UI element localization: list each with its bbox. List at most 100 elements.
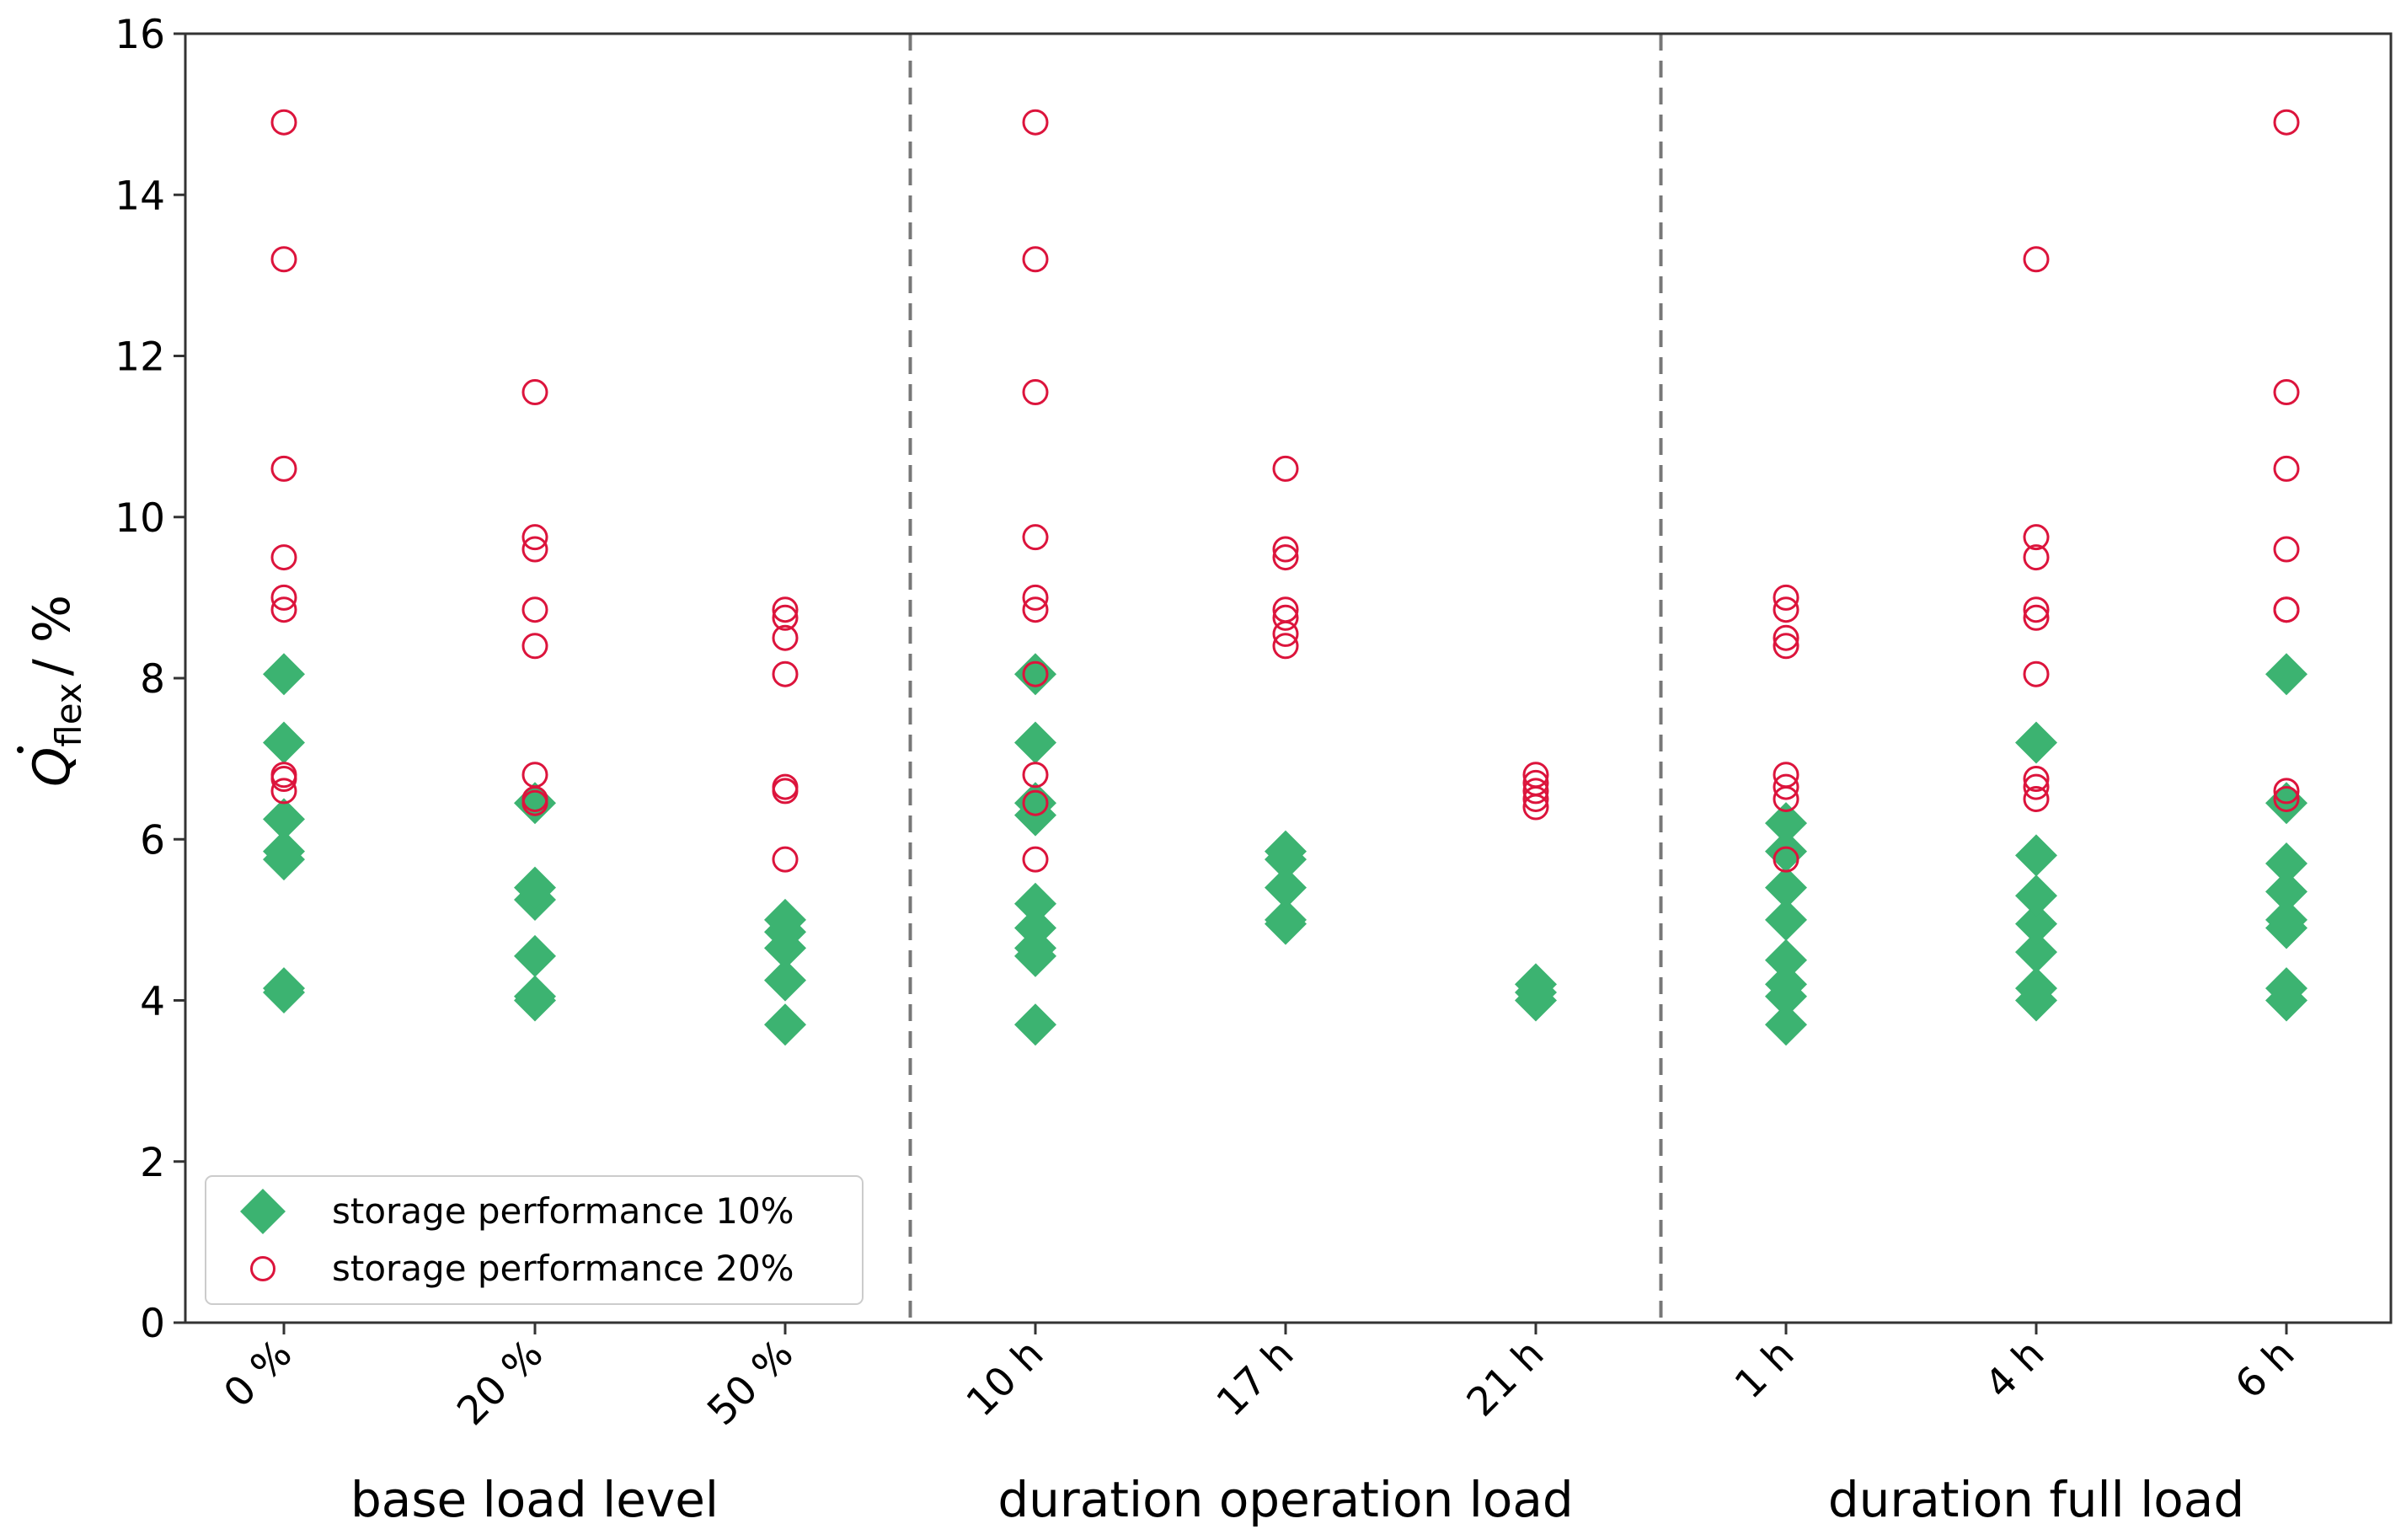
group-label: duration full load [1828, 1471, 2244, 1528]
point-storage-10 [1014, 906, 1056, 949]
legend-label-20: storage performance 20% [332, 1248, 794, 1289]
point-storage-20 [1773, 584, 1799, 611]
x-tick-label: 0 % [215, 1331, 301, 1417]
point-storage-20 [772, 660, 799, 687]
point-storage-10 [514, 866, 556, 909]
y-axis-title-suffix: / % [23, 595, 82, 676]
point-storage-20 [2023, 660, 2050, 687]
point-storage-10 [1765, 866, 1807, 909]
point-storage-20 [1022, 584, 1049, 611]
point-storage-20 [1022, 660, 1049, 687]
point-storage-20 [270, 584, 297, 611]
x-tick-label: 50 % [698, 1331, 802, 1435]
point-storage-20 [270, 455, 297, 482]
point-storage-10 [2265, 898, 2307, 941]
x-tick-label: 6 h [2227, 1331, 2304, 1409]
point-storage-10 [2015, 967, 2057, 1010]
point-storage-10 [263, 653, 305, 696]
point-storage-10 [2265, 967, 2307, 1010]
point-storage-20 [2023, 766, 2050, 793]
point-storage-20 [772, 624, 799, 651]
point-storage-10 [1265, 898, 1307, 941]
x-tick-label: 10 h [958, 1331, 1053, 1426]
x-tick-label: 17 h [1208, 1331, 1303, 1426]
point-storage-20 [1773, 596, 1799, 623]
point-storage-20 [1022, 596, 1049, 623]
point-storage-20 [521, 524, 548, 551]
y-tick-label: 12 [115, 334, 165, 381]
y-tick-label: 14 [115, 173, 165, 219]
point-storage-10 [2015, 874, 2057, 917]
point-storage-10 [2265, 870, 2307, 913]
point-storage-20 [772, 773, 799, 800]
y-tick-label: 6 [140, 817, 165, 864]
y-tick-label: 16 [115, 12, 165, 58]
point-storage-10 [263, 830, 305, 873]
point-storage-20 [521, 633, 548, 660]
point-storage-20 [772, 596, 799, 623]
point-storage-20 [270, 109, 297, 136]
point-storage-20 [1522, 769, 1549, 796]
point-storage-20 [270, 596, 297, 623]
point-storage-10 [514, 934, 556, 977]
point-storage-10 [2265, 653, 2307, 696]
legend-frame [205, 1175, 864, 1305]
point-storage-20 [521, 536, 548, 563]
point-storage-10 [514, 975, 556, 1018]
x-tick-label: 20 % [448, 1331, 552, 1435]
point-storage-20 [1022, 762, 1049, 789]
y-axis-title-main: Q [23, 747, 82, 787]
point-storage-10 [1265, 830, 1307, 873]
point-storage-20 [2273, 109, 2300, 136]
point-storage-20 [1522, 778, 1549, 805]
point-storage-10 [263, 967, 305, 1010]
point-storage-10 [1265, 866, 1307, 909]
point-storage-10 [1014, 882, 1056, 925]
point-storage-20 [1773, 624, 1799, 651]
point-storage-20 [2273, 778, 2300, 805]
legend-label-10: storage performance 10% [332, 1190, 794, 1232]
point-storage-20 [521, 762, 548, 789]
point-storage-20 [1022, 109, 1049, 136]
point-storage-20 [521, 379, 548, 406]
y-axis: 0 2 4 6 8 10 12 14 16 [115, 12, 185, 1347]
point-storage-20 [2273, 536, 2300, 563]
point-storage-20 [1272, 455, 1299, 482]
point-storage-20 [1773, 773, 1799, 800]
x-tick-label: 21 h [1458, 1331, 1553, 1426]
y-axis-title: Qflex / % [17, 595, 89, 787]
point-storage-20 [2023, 524, 2050, 551]
group-label: duration operation load [997, 1471, 1573, 1528]
point-storage-10 [1515, 963, 1557, 1006]
point-storage-20 [1022, 789, 1049, 816]
point-storage-10 [1765, 963, 1807, 1006]
legend: storage performance 10% storage performa… [205, 1175, 864, 1305]
point-storage-20 [1022, 846, 1049, 873]
point-storage-20 [270, 778, 297, 805]
point-storage-20 [1773, 762, 1799, 789]
point-storage-10 [1014, 1003, 1056, 1046]
point-storage-20 [1522, 762, 1549, 789]
point-storage-10 [2015, 902, 2057, 945]
point-storage-20 [1272, 544, 1299, 571]
point-storage-20 [2023, 596, 2050, 623]
point-storage-20 [1773, 846, 1799, 873]
point-storage-20 [270, 762, 297, 789]
point-storage-20 [2273, 379, 2300, 406]
point-storage-20 [1272, 536, 1299, 563]
x-tick-label: 4 h [1976, 1331, 2054, 1409]
point-storage-20 [2273, 596, 2300, 623]
point-storage-20 [1272, 596, 1299, 623]
point-storage-20 [2273, 455, 2300, 482]
y-tick-label: 0 [140, 1301, 165, 1347]
y-tick-label: 4 [140, 979, 165, 1025]
y-axis-title-dot [17, 746, 24, 753]
legend-marker-10 [240, 1189, 286, 1234]
point-storage-10 [764, 1003, 806, 1046]
point-storage-10 [2015, 931, 2057, 974]
point-storage-10 [1765, 898, 1807, 941]
point-storage-20 [2023, 544, 2050, 571]
group-label: base load level [350, 1471, 719, 1528]
point-storage-20 [1022, 379, 1049, 406]
